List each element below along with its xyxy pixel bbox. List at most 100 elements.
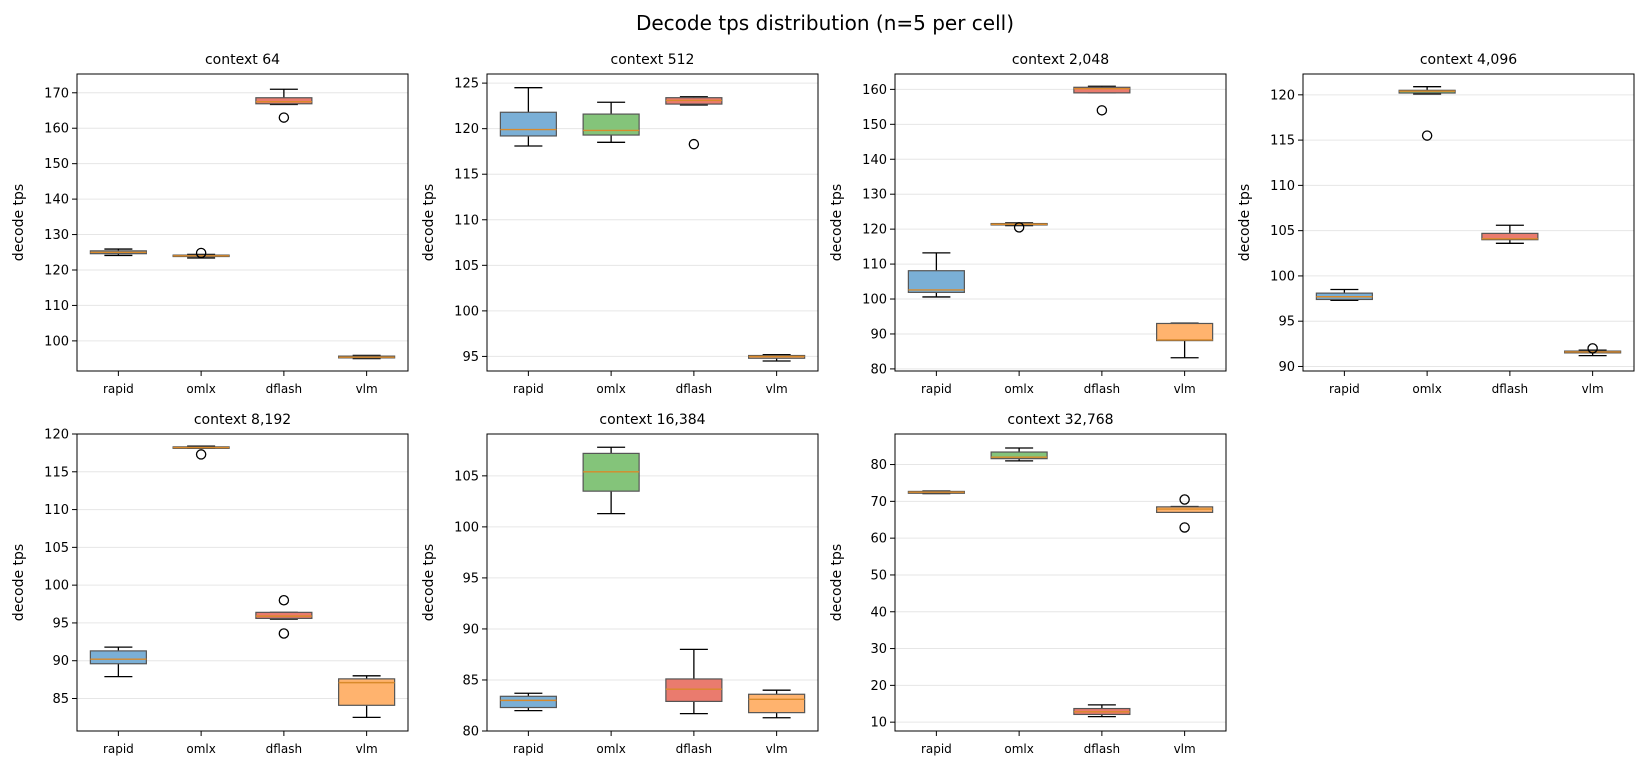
y-tick-label: 90 [870, 327, 887, 342]
box-vlm [1564, 343, 1622, 357]
box-omlx [990, 447, 1048, 462]
plot-frame [76, 433, 409, 732]
y-axis-label: decode tps [11, 184, 27, 261]
plot-frame [486, 433, 819, 732]
y-tick-label: 115 [454, 168, 479, 183]
outlier-point [1421, 130, 1433, 141]
x-tick-label: omlx [596, 382, 625, 396]
x-tick-label: dflash [266, 382, 302, 396]
x-tick-label: rapid [513, 382, 544, 396]
y-tick-label: 130 [44, 228, 69, 243]
plot-frame [486, 73, 819, 372]
figure-title: Decode tps distribution (n=5 per cell) [636, 11, 1014, 35]
x-tick-label: vlm [356, 382, 378, 396]
y-tick-label: 120 [454, 122, 479, 137]
x-tick-label: vlm [766, 742, 788, 756]
chart-panel: context 4,096 decode tps 90 95 100 105 110 115 1… [1237, 52, 1635, 396]
chart-panel: context 8,192 decode tps 85 90 95 100 105 110 11… [11, 412, 409, 756]
y-tick-label: 130 [862, 188, 887, 203]
y-axis-label: decode tps [421, 544, 437, 621]
box-omlx [990, 222, 1048, 233]
x-tick-label: dflash [266, 742, 302, 756]
y-tick-label: 10 [870, 716, 887, 731]
y-tick-label: 90 [1278, 360, 1295, 375]
box-body [582, 113, 640, 136]
outlier-point [278, 628, 290, 639]
x-tick-label: omlx [1004, 742, 1033, 756]
y-tick-label: 105 [44, 541, 69, 556]
y-tick-label: 85 [52, 692, 69, 707]
box-body [89, 650, 147, 665]
y-tick-label: 100 [454, 304, 479, 319]
plot-frame [76, 73, 409, 372]
box-vlm [338, 354, 396, 360]
y-tick-label: 90 [462, 622, 479, 637]
box-body [1481, 232, 1539, 241]
box-vlm [748, 689, 806, 719]
box-dflash [665, 648, 723, 715]
box-dflash [255, 595, 313, 639]
y-axis-label: decode tps [11, 544, 27, 621]
x-tick-label: vlm [766, 382, 788, 396]
y-tick-label: 160 [862, 83, 887, 98]
x-tick-label: rapid [103, 742, 134, 756]
y-axis-label: decode tps [1237, 184, 1253, 261]
x-tick-label: omlx [186, 382, 215, 396]
y-tick-label: 110 [44, 299, 69, 314]
y-tick-label: 140 [44, 193, 69, 208]
x-tick-label: rapid [1329, 382, 1360, 396]
y-tick-label: 110 [1270, 179, 1295, 194]
x-tick-label: dflash [676, 382, 712, 396]
y-tick-label: 110 [862, 258, 887, 273]
y-tick-label: 140 [862, 153, 887, 168]
box-body [665, 678, 723, 703]
outlier-point [195, 449, 207, 460]
panel-title: context 8,192 [194, 412, 291, 428]
y-tick-label: 160 [44, 122, 69, 137]
panel-title: context 64 [205, 52, 280, 68]
plot-frame [894, 433, 1227, 732]
chart-panel: context 512 decode tps 95 100 105 110 115 120 12… [421, 52, 819, 396]
y-tick-label: 115 [44, 465, 69, 480]
box-rapid [89, 248, 147, 257]
box-body [990, 451, 1048, 460]
box-omlx [1398, 86, 1456, 141]
panel-title: context 4,096 [1420, 52, 1517, 68]
box-body [748, 693, 806, 714]
y-tick-label: 170 [44, 86, 69, 101]
y-tick-label: 110 [44, 503, 69, 518]
box-body [255, 97, 313, 105]
box-omlx [582, 101, 640, 143]
y-tick-label: 125 [454, 77, 479, 92]
outlier-point [195, 247, 207, 259]
x-tick-label: omlx [186, 742, 215, 756]
y-tick-label: 100 [1270, 269, 1295, 284]
y-tick-label: 115 [1270, 134, 1295, 149]
x-tick-label: omlx [1412, 382, 1441, 396]
box-body [499, 695, 557, 709]
box-dflash [1073, 85, 1131, 116]
y-tick-label: 95 [462, 350, 479, 365]
box-rapid [499, 692, 557, 712]
y-tick-label: 95 [1278, 315, 1295, 330]
box-rapid [907, 490, 965, 495]
box-dflash [1481, 224, 1539, 244]
x-tick-label: vlm [1174, 382, 1196, 396]
box-rapid [1315, 288, 1373, 302]
x-tick-label: rapid [513, 742, 544, 756]
box-omlx [172, 247, 230, 259]
box-rapid [89, 646, 147, 678]
x-tick-label: omlx [1004, 382, 1033, 396]
box-omlx [172, 445, 230, 460]
y-tick-label: 40 [870, 605, 887, 620]
x-tick-label: omlx [596, 742, 625, 756]
box-body [1073, 86, 1131, 94]
outlier-point [1179, 494, 1190, 505]
chart-panel: context 2,048 decode tps 80 90 100 110 120 130 1… [829, 52, 1227, 396]
y-tick-label: 80 [870, 362, 887, 377]
y-tick-label: 70 [870, 495, 887, 510]
y-tick-label: 110 [454, 213, 479, 228]
y-tick-label: 80 [462, 725, 479, 740]
y-tick-label: 120 [44, 263, 69, 278]
